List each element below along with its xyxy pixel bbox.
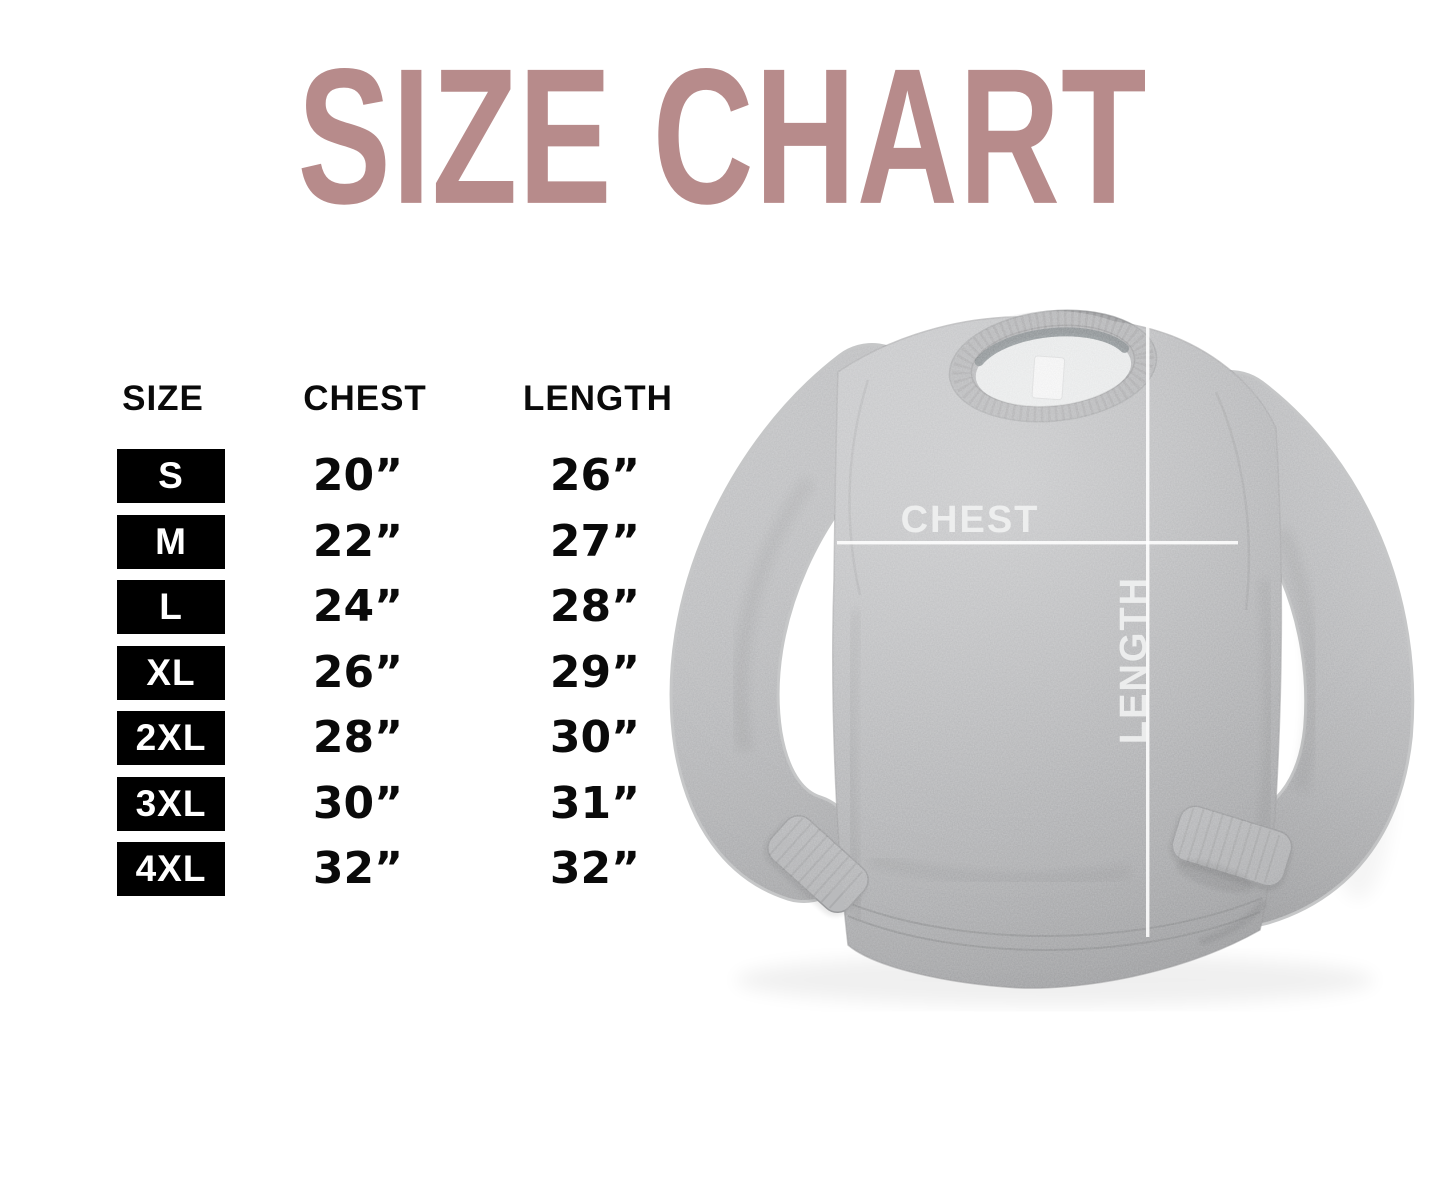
- length-value: 27”: [549, 516, 641, 567]
- size-badge: M: [117, 515, 225, 569]
- size-badge-label: XL: [146, 652, 196, 693]
- length-line-label: LENGTH: [1113, 576, 1155, 744]
- measurement-guides: CHEST LENGTH: [837, 313, 1238, 937]
- sweatshirt-photo: CHEST LENGTH: [660, 280, 1445, 1020]
- length-value: 29”: [549, 647, 641, 698]
- chest-value: 20”: [312, 450, 404, 501]
- length-value: 28”: [549, 581, 641, 632]
- size-badge-label: S: [158, 455, 184, 496]
- size-badge-label: 4XL: [135, 848, 207, 889]
- size-badge-label: 3XL: [135, 783, 207, 824]
- table-row: L 24” 28”: [0, 580, 720, 634]
- column-header-size: SIZE: [122, 379, 204, 418]
- size-badge: 4XL: [117, 842, 225, 896]
- chest-line-label: CHEST: [901, 499, 1040, 541]
- chest-value: 32”: [312, 843, 404, 894]
- table-row: M 22” 27”: [0, 515, 720, 569]
- size-badge: 2XL: [117, 711, 225, 765]
- chest-value: 30”: [312, 778, 404, 829]
- chest-value: 26”: [312, 647, 404, 698]
- length-value: 31”: [549, 778, 641, 829]
- table-row: 3XL 30” 31”: [0, 777, 720, 831]
- length-value: 32”: [549, 843, 641, 894]
- column-header-length: LENGTH: [523, 379, 673, 418]
- size-badge: XL: [117, 646, 225, 700]
- column-header-chest: CHEST: [303, 379, 427, 418]
- size-badge: 3XL: [117, 777, 225, 831]
- size-badge: S: [117, 449, 225, 503]
- chest-value: 22”: [312, 516, 404, 567]
- chest-measure-line: [837, 541, 1238, 545]
- size-badge-label: M: [155, 521, 187, 562]
- chest-value: 24”: [312, 581, 404, 632]
- table-row: 4XL 32” 32”: [0, 842, 720, 896]
- size-chart-title: SIZE CHART: [297, 27, 1148, 245]
- length-value: 30”: [549, 712, 641, 763]
- length-measure-line: [1146, 313, 1150, 937]
- chest-value: 28”: [312, 712, 404, 763]
- size-badge-label: 2XL: [135, 717, 207, 758]
- size-badge: L: [117, 580, 225, 634]
- table-row: 2XL 28” 30”: [0, 711, 720, 765]
- table-row: XL 26” 29”: [0, 646, 720, 700]
- length-value: 26”: [549, 450, 641, 501]
- table-row: S 20” 26”: [0, 449, 720, 503]
- size-badge-label: L: [159, 586, 183, 627]
